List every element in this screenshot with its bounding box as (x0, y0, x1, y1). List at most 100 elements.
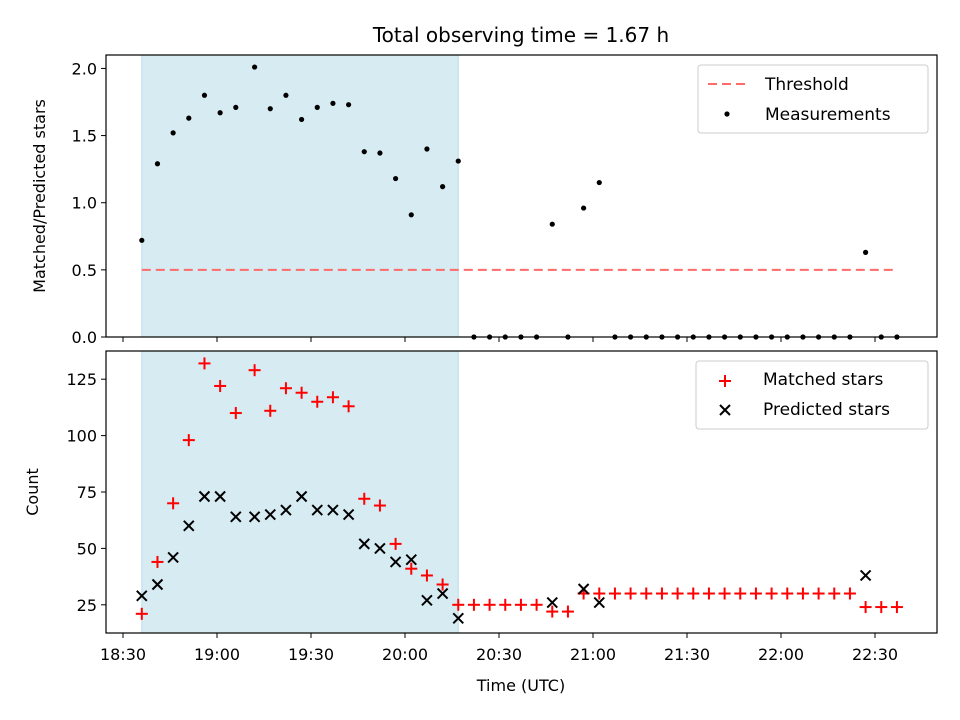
predicted-star-point (374, 542, 386, 555)
bottom-y-ticks: 25 50 75 100 125 (66, 370, 106, 615)
matched-star-point (859, 601, 872, 614)
matched-star-point (749, 587, 762, 600)
measurement-point (267, 106, 273, 112)
measurement-point (233, 104, 239, 110)
top-y-tick-label: 1.5 (72, 127, 97, 146)
measurement-point (549, 221, 555, 227)
matched-star-point (530, 598, 543, 611)
matched-star-point (718, 587, 731, 600)
matched-star-point (828, 587, 841, 600)
x-tick-label: 21:00 (570, 645, 616, 664)
matched-star-point (561, 605, 574, 618)
predicted-star-point (280, 504, 292, 516)
matched-star-point (483, 598, 496, 611)
matched-star-point (843, 587, 856, 600)
top-legend-box (697, 64, 929, 134)
top-y-tick-label: 2.0 (72, 59, 97, 78)
matched-star-point (342, 400, 355, 413)
matched-star-point (452, 598, 465, 611)
measurement-point (186, 115, 192, 121)
x-tick-label: 20:00 (382, 645, 428, 664)
measurement-point (201, 92, 208, 98)
chart-title: Total observing time = 1.67 h (372, 23, 669, 47)
predicted-star-point (358, 538, 370, 550)
matched-star-point (875, 601, 888, 614)
matched-star-point (640, 587, 653, 600)
top-y-tick-label: 0.5 (72, 261, 97, 280)
x-tick-label: 20:30 (476, 645, 522, 664)
legend-predicted-swatch (719, 404, 731, 416)
predicted-star-point (327, 504, 339, 516)
matched-star-point (436, 578, 449, 591)
matched-star-point (671, 587, 684, 600)
predicted-star-point (546, 596, 558, 609)
legend-predicted-label: Predicted stars (763, 400, 890, 420)
x-tick-label: 22:00 (758, 645, 804, 664)
matched-star-point (311, 395, 324, 408)
matched-star-point (182, 434, 195, 447)
measurement-point (424, 146, 430, 152)
bottom-legend: Matched stars Predicted stars (695, 360, 929, 430)
predicted-star-point (151, 578, 164, 591)
predicted-star-point (136, 590, 148, 602)
matched-star-point (295, 386, 308, 399)
bottom-y-tick-label: 75 (77, 483, 97, 502)
predicted-star-point (593, 596, 605, 609)
top-shaded-span (141, 54, 459, 338)
matched-star-point (624, 587, 637, 600)
measurement-point (252, 64, 258, 70)
predicted-star-point (295, 490, 308, 503)
matched-star-point (167, 497, 180, 510)
bottom-y-axis-label: Count (23, 468, 42, 516)
measurement-point (596, 179, 602, 186)
matched-star-point (687, 587, 700, 600)
bottom-y-tick-label: 50 (77, 539, 97, 558)
predicted-star-point (183, 520, 195, 532)
x-tick-label: 19:00 (194, 645, 240, 664)
predicted-stars-points (136, 490, 872, 625)
measurement-point (330, 100, 336, 106)
matched-star-point (151, 555, 164, 568)
matched-stars-points (135, 357, 903, 620)
measurement-point (314, 104, 320, 110)
measurement-point (283, 92, 289, 98)
matched-star-point (702, 587, 715, 600)
legend-threshold-label: Threshold (764, 75, 849, 95)
matched-star-point (326, 391, 339, 404)
x-tick-label: 21:30 (664, 645, 710, 664)
top-y-tick-label: 0.0 (72, 328, 97, 347)
matched-star-point (264, 404, 277, 417)
predicted-star-point (167, 551, 179, 564)
predicted-star-point (214, 490, 226, 503)
measurement-point (139, 237, 145, 243)
matched-star-point (248, 364, 261, 377)
measurement-point (393, 175, 399, 182)
bottom-y-tick-label: 25 (77, 596, 97, 615)
predicted-star-point (198, 490, 211, 503)
top-y-axis-label: Matched/Predicted stars (30, 99, 49, 293)
matched-star-point (229, 407, 242, 420)
top-y-ticks: 0.0 0.5 1.0 1.5 2.0 (72, 59, 106, 347)
predicted-star-point (248, 511, 261, 523)
predicted-star-point (577, 583, 590, 595)
predicted-star-point (264, 508, 276, 521)
measurement-point (154, 161, 161, 167)
matched-star-point (890, 601, 903, 614)
measurement-point (377, 150, 383, 156)
matched-star-point (593, 587, 606, 600)
x-tick-label: 22:30 (852, 645, 898, 664)
x-tick-label: 18:30 (100, 645, 146, 664)
predicted-star-point (311, 504, 323, 516)
bottom-panel: 25 50 75 100 125 18:30 19:00 19:30 20:00 20:30 21… (23, 350, 938, 695)
predicted-star-point (452, 612, 464, 625)
matched-star-point (358, 492, 371, 505)
top-legend: Threshold Measurements (697, 64, 929, 134)
measurement-point (455, 158, 461, 164)
legend-measurements-swatch (724, 111, 730, 117)
matched-star-point (198, 357, 211, 370)
legend-matched-label: Matched stars (763, 370, 883, 390)
matched-star-point (467, 598, 480, 611)
measurement-point (299, 116, 305, 123)
matched-star-point (514, 598, 527, 611)
